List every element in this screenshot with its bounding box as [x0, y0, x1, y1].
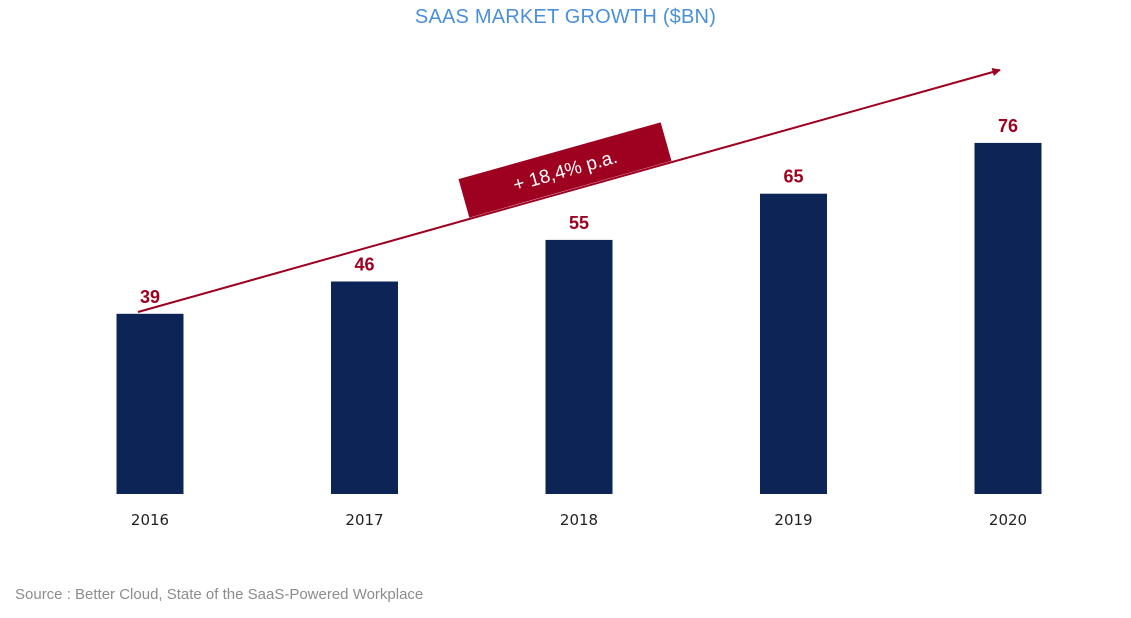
growth-trend-arrow	[137, 67, 1001, 313]
x-tick-label-2020: 2020	[989, 511, 1027, 529]
x-tick-label-2016: 2016	[131, 511, 169, 529]
data-label-2016: 39	[140, 287, 160, 307]
chart-title: SAAS MARKET GROWTH ($BN)	[414, 6, 717, 28]
data-label-2017: 46	[354, 255, 374, 275]
bars-layer	[116, 142, 1042, 494]
labels-layer: 39 46 55 65 76	[140, 116, 1018, 307]
source-note: Source : Better Cloud, State of the SaaS…	[15, 586, 424, 603]
growth-rate-badge: + 18,4% p.a.	[458, 122, 672, 218]
x-tick-label-2019: 2019	[774, 511, 812, 529]
growth-rate-badge-bg	[458, 122, 672, 218]
bar-2018	[545, 239, 613, 494]
data-label-2020: 76	[998, 116, 1018, 136]
x-tick-label-2018: 2018	[560, 511, 598, 529]
bar-2020	[974, 142, 1042, 494]
x-axis-ticks: 2016 2017 2018 2019 2020	[131, 511, 1027, 529]
data-label-2019: 65	[783, 167, 803, 187]
bar-2017	[331, 281, 398, 494]
bar-2016	[116, 313, 184, 494]
bar-2019	[760, 193, 827, 494]
x-tick-label-2017: 2017	[345, 511, 383, 529]
data-label-2018: 55	[569, 213, 589, 233]
